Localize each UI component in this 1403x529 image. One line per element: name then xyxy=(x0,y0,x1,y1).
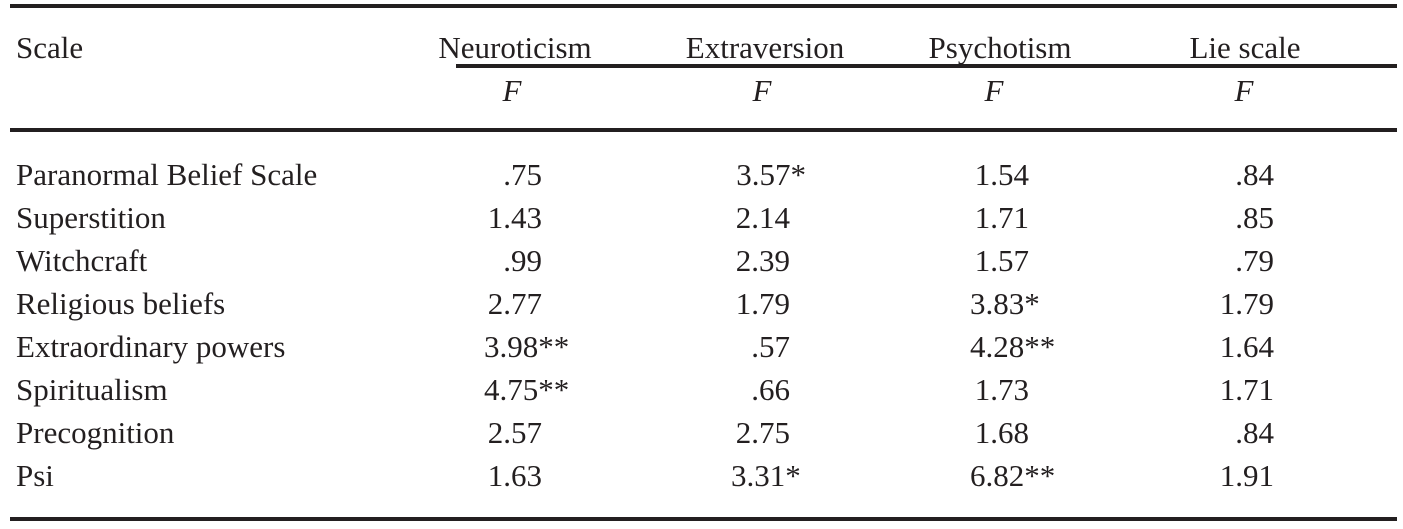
header-bottom-rule xyxy=(10,128,1397,132)
table-cell: .85 xyxy=(1235,200,1274,235)
lie-scale-column-header: Lie scale xyxy=(1189,30,1301,65)
lie-scale-f-subheader: F xyxy=(1234,73,1254,108)
table-cell: 1.68 xyxy=(974,415,1029,450)
neuroticism-column-header: Neuroticism xyxy=(438,30,592,65)
table-cell: .57 xyxy=(751,329,790,364)
table-cell: .84 xyxy=(1235,415,1274,450)
row-label-religious-beliefs: Religious beliefs xyxy=(16,286,226,321)
extraversion-f-subheader: F xyxy=(752,73,772,108)
table-cell: 2.14 xyxy=(735,200,790,235)
table-cell: .75 xyxy=(503,157,542,192)
table-cell: .84 xyxy=(1235,157,1274,192)
row-label-extraordinary-powers: Extraordinary powers xyxy=(16,329,286,364)
table-cell: 1.71 xyxy=(974,200,1029,235)
table-cell: 1.73 xyxy=(974,372,1029,407)
extraversion-column-header: Extraversion xyxy=(685,30,845,65)
table-cell: 2.57 xyxy=(487,415,542,450)
psychotism-column-header: Psychotism xyxy=(928,30,1072,65)
column-spanner-rule xyxy=(456,64,1397,68)
neuroticism-f-subheader: F xyxy=(502,73,522,108)
row-label-psi: Psi xyxy=(16,458,54,493)
table-cell: .66 xyxy=(751,372,790,407)
table-cell: .99 xyxy=(503,243,542,278)
row-label-precognition: Precognition xyxy=(16,415,175,450)
table-cell: 1.57 xyxy=(974,243,1029,278)
table-cell: 3.83* xyxy=(970,286,1040,321)
table-top-rule xyxy=(10,4,1397,8)
table-cell: 3.31* xyxy=(731,458,801,493)
table-cell: 4.28** xyxy=(970,329,1056,364)
row-label-superstition: Superstition xyxy=(16,200,166,235)
row-label-paranormal-belief-scale: Paranormal Belief Scale xyxy=(16,157,318,192)
table-cell: 6.82** xyxy=(970,458,1056,493)
table-cell: 1.71 xyxy=(1219,372,1274,407)
table-cell: 1.64 xyxy=(1219,329,1274,364)
table-cell: 3.57* xyxy=(736,157,806,192)
table-cell: 3.98** xyxy=(484,329,570,364)
table-cell: 2.75 xyxy=(735,415,790,450)
table-cell: 2.39 xyxy=(735,243,790,278)
table-cell: 1.63 xyxy=(487,458,542,493)
psychotism-f-subheader: F xyxy=(984,73,1004,108)
table-cell: 1.91 xyxy=(1219,458,1274,493)
scale-column-header: Scale xyxy=(16,30,84,65)
table-cell: .79 xyxy=(1235,243,1274,278)
table-bottom-rule xyxy=(10,517,1397,521)
row-label-spiritualism: Spiritualism xyxy=(16,372,168,407)
table-cell: 1.54 xyxy=(974,157,1029,192)
row-label-witchcraft: Witchcraft xyxy=(16,243,148,278)
table-cell: 1.79 xyxy=(735,286,790,321)
table-cell: 1.79 xyxy=(1219,286,1274,321)
table-cell: 2.77 xyxy=(487,286,542,321)
table-cell: 1.43 xyxy=(487,200,542,235)
table-cell: 4.75** xyxy=(484,372,570,407)
